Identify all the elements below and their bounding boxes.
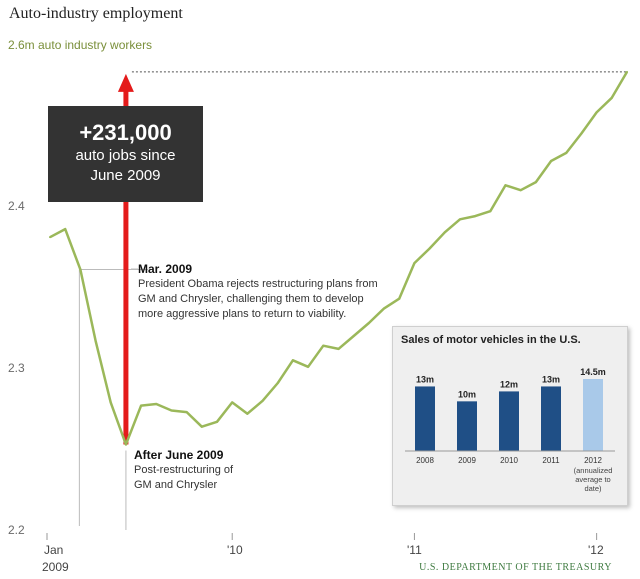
employment-point [458,218,461,221]
sales-value-label: 13m [542,374,560,384]
employment-point [185,411,188,414]
sales-bar-2009 [457,401,477,451]
sales-value-label: 12m [500,379,518,389]
employment-point [398,297,401,300]
employment-point [155,403,158,406]
inset-bars-svg: 13m 2008 10m 2009 12m 2010 13m 2011 14.5m 2012(an… [405,367,615,493]
sales-bar-2008 [415,386,435,451]
x-tick-2011: '11 [407,543,422,557]
x-tick-2012: '12 [588,543,604,557]
sales-bar-2011 [541,386,561,451]
sales-category-label: 2012 [584,456,602,465]
x-tick-2010: '10 [227,543,243,557]
employment-point [64,228,67,231]
y-tick-2.4: 2.4 [8,199,25,213]
employment-point [291,359,294,362]
sales-bar-2012 [583,379,603,451]
sales-category-note: average to [575,475,610,484]
x-tick-jan: Jan [44,543,64,557]
employment-point [413,262,416,265]
sales-value-label: 10m [458,389,476,399]
march-annotation: Mar. 2009 President Obama rejects restru… [138,262,378,322]
sales-inset-chart: Sales of motor vehicles in the U.S. 13m 2… [392,326,628,506]
employment-point [367,322,370,325]
employment-point [595,111,598,114]
employment-point [580,132,583,135]
employment-point [489,210,492,213]
employment-point [94,339,97,342]
sales-value-label: 14.5m [580,367,606,377]
employment-point [519,189,522,192]
employment-point [383,307,386,310]
inset-title: Sales of motor vehicles in the U.S. [401,334,581,346]
employment-point [170,409,173,412]
employment-point [443,231,446,234]
x-tick-year: 2009 [42,560,69,574]
employment-point [550,160,553,163]
employment-point [307,365,310,368]
callout-line1: auto jobs since [75,147,176,164]
sales-bar-2010 [499,391,519,451]
march-annotation-text: President Obama rejects restructuring pl… [138,278,378,320]
employment-point [216,420,219,423]
employment-point [428,247,431,250]
employment-point [140,404,143,407]
employment-point [337,347,340,350]
employment-point [49,236,51,239]
march-annotation-title: Mar. 2009 [138,262,193,276]
sales-category-note: date) [584,484,602,493]
y-top-label: 2.6m auto industry workers [8,38,153,52]
chart-title: Auto-industry employment [9,5,183,22]
employment-point [276,381,279,384]
employment-point [626,70,628,73]
sales-category-note: (annualized [574,466,613,475]
employment-point [534,181,537,184]
employment-point [231,401,234,404]
gridlines [46,533,598,540]
callout-headline: +231,000 [79,120,172,145]
sales-category-label: 2008 [416,456,434,465]
june-annotation-title: After June 2009 [134,448,224,462]
employment-point [261,399,264,402]
y-tick-2.3: 2.3 [8,361,25,375]
y-tick-2.2: 2.2 [8,523,25,537]
employment-point [474,215,477,218]
jobs-arrow-head [117,73,134,92]
sales-category-label: 2009 [458,456,476,465]
sales-value-label: 13m [416,374,434,384]
callout-line2: June 2009 [90,167,161,184]
employment-point [200,425,203,428]
employment-point [610,96,613,99]
jobs-callout-box: +231,000 auto jobs since June 2009 [48,106,203,202]
employment-point [565,151,568,154]
credit-text: U.S. DEPARTMENT OF THE TREASURY [419,562,612,573]
employment-point [124,443,127,446]
june-annotation: After June 2009 Post-restructuring of GM… [134,448,244,493]
employment-point [109,401,112,404]
employment-point [246,412,249,415]
sales-category-label: 2010 [500,456,518,465]
employment-point [504,184,507,187]
employment-point [352,334,355,337]
sales-category-label: 2011 [542,456,560,465]
june-annotation-text: Post-restructuring of GM and Chrysler [134,464,234,491]
employment-point [322,344,325,347]
employment-point [79,268,82,271]
